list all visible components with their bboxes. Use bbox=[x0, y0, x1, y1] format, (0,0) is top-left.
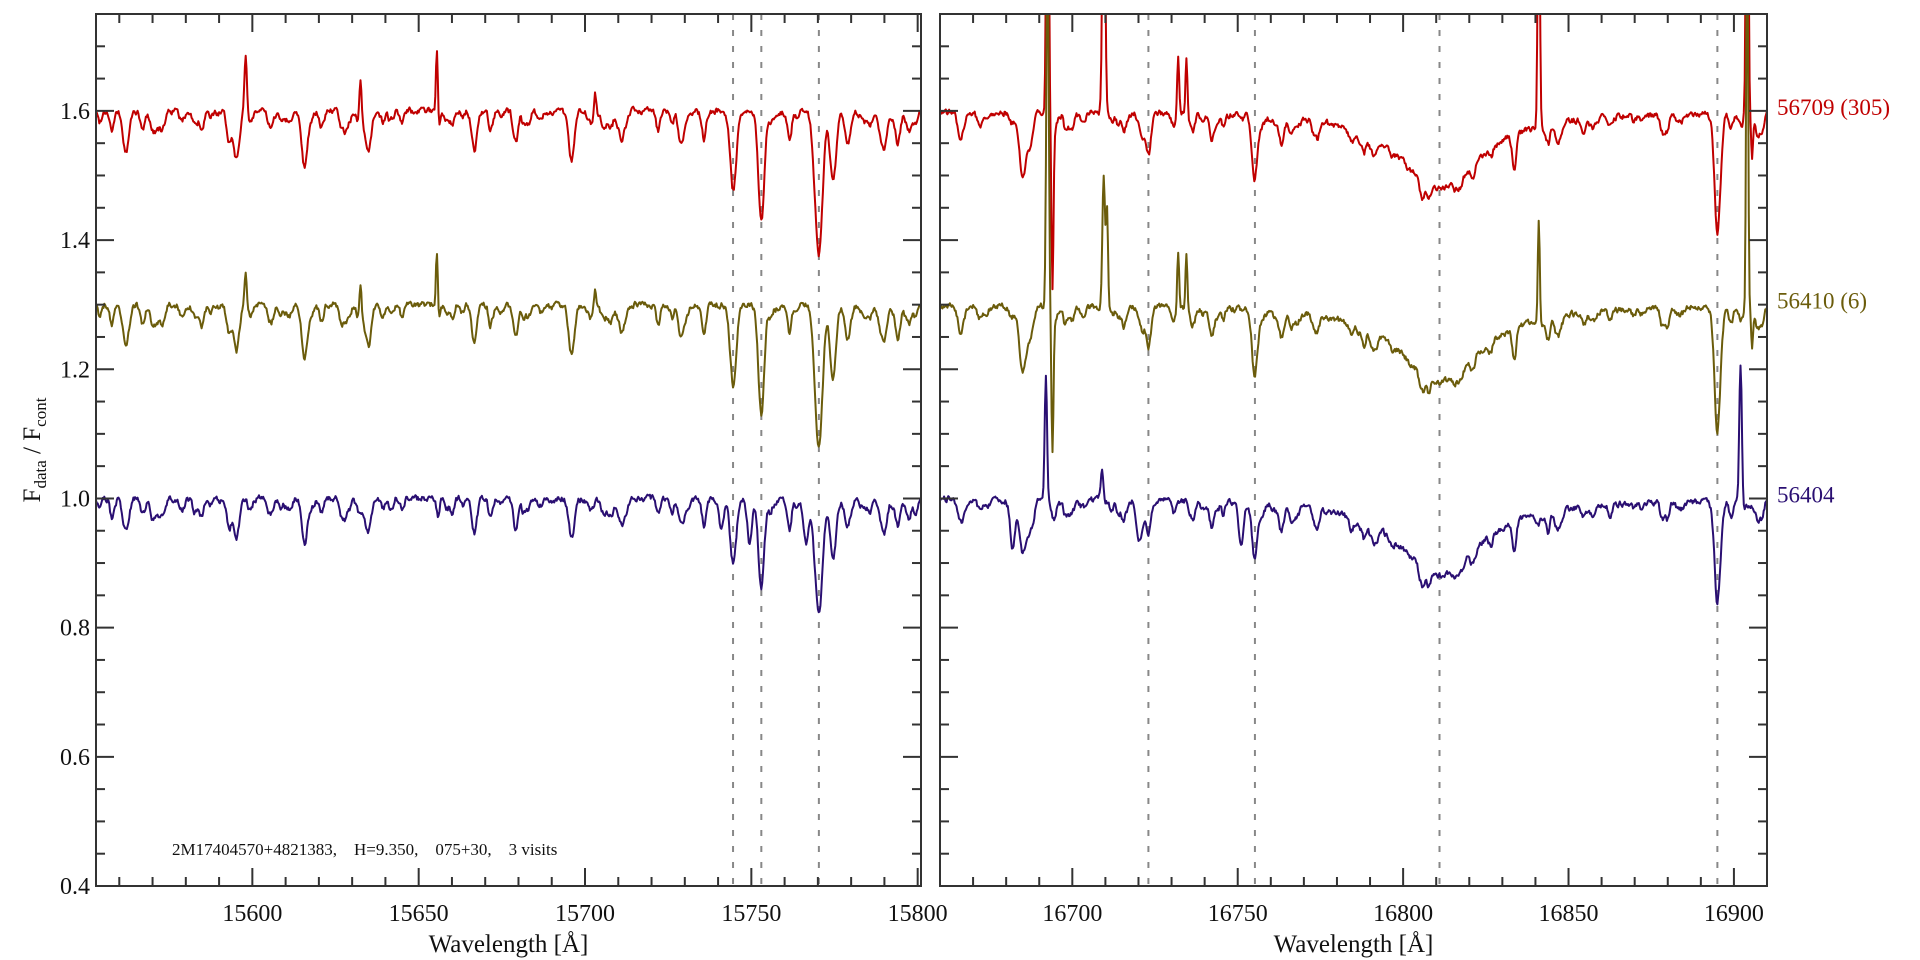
x-tick-label: 15750 bbox=[721, 901, 781, 927]
y-tick-label: 1.2 bbox=[60, 357, 90, 383]
x-axis-title: Wavelength [Å] bbox=[1274, 931, 1434, 958]
x-tick-label: 15800 bbox=[888, 901, 948, 927]
left-panel: 15600 15650 15700 15750 15800 Wavelength [Å] 0… bbox=[60, 13, 948, 958]
x-tick-label: 15600 bbox=[222, 901, 282, 927]
y-title-sub: data bbox=[31, 460, 50, 489]
x-tick-label: 16750 bbox=[1208, 901, 1268, 927]
plot-frame bbox=[939, 13, 1768, 887]
x-tick-label: 15700 bbox=[555, 901, 615, 927]
spectrum-line-56404 bbox=[940, 364, 1767, 606]
y-tick-label: 1.4 bbox=[60, 228, 90, 254]
y-tick-label: 1.0 bbox=[60, 486, 90, 512]
series-labels: 56709 (305) 56410 (6) 56404 bbox=[1777, 95, 1890, 508]
y-title-sub2: cont bbox=[31, 397, 50, 427]
spectrum-line-56404 bbox=[96, 493, 921, 614]
y-title-main: F bbox=[19, 489, 46, 503]
x-tick-label: 15650 bbox=[389, 901, 449, 927]
spectrum-line-56709 bbox=[96, 50, 921, 258]
spectrum-line-56410 bbox=[940, 14, 1767, 454]
y-tick-label: 0.8 bbox=[60, 616, 90, 642]
plot-area bbox=[96, 50, 921, 614]
x-tick-label: 16700 bbox=[1042, 901, 1102, 927]
y-axis-title: Fdata / Fcont bbox=[19, 397, 50, 502]
series-label-56404: 56404 bbox=[1777, 482, 1835, 507]
y-title-mid: / F bbox=[19, 427, 46, 460]
spectrum-line-56709 bbox=[940, 14, 1767, 291]
y-tick-label: 0.6 bbox=[60, 745, 90, 771]
x-axis-title: Wavelength [Å] bbox=[429, 931, 589, 958]
right-panel: 16700 16750 16800 16850 16900 Wavelength [Å] bbox=[939, 13, 1768, 958]
spectrum-line-56410 bbox=[96, 253, 921, 448]
x-tick-label: 16800 bbox=[1373, 901, 1433, 927]
plot-frame bbox=[95, 13, 922, 887]
plot-area bbox=[940, 14, 1767, 606]
star-info-annotation: 2M17404570+4821383, H=9.350, 075+30, 3 v… bbox=[172, 840, 557, 859]
series-label-56709: 56709 (305) bbox=[1777, 95, 1890, 120]
y-axis-title-text: Fdata / Fcont bbox=[19, 397, 50, 502]
x-tick-label: 16850 bbox=[1539, 901, 1599, 927]
y-tick-label: 0.4 bbox=[60, 874, 90, 900]
y-tick-label: 1.6 bbox=[60, 99, 90, 125]
series-label-56410: 56410 (6) bbox=[1777, 289, 1867, 314]
x-tick-label: 16900 bbox=[1704, 901, 1764, 927]
